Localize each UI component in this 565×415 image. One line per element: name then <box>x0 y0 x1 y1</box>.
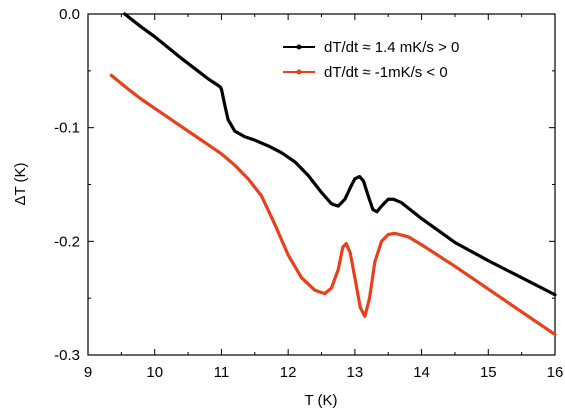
x-tick-label: 15 <box>480 364 497 381</box>
y-tick-label: -0.3 <box>54 347 80 364</box>
x-tick-label: 10 <box>146 364 163 381</box>
y-tick-label: 0.0 <box>59 6 80 23</box>
x-tick-label: 9 <box>84 364 92 381</box>
series-lines <box>109 12 557 337</box>
legend-label-2: dT/dt ≈ -1mK/s < 0 <box>324 64 448 81</box>
axis-ticks: 9 10 11 12 13 14 15 16 0.0 -0.1 -0.2 -0.3 <box>54 6 563 381</box>
y-tick-label: -0.1 <box>54 120 80 137</box>
legend: dT/dt ≈ 1.4 mK/s > 0 dT/dt ≈ -1mK/s < 0 <box>283 39 459 81</box>
x-tick-label: 11 <box>214 364 230 381</box>
legend-marker-2 <box>296 69 302 75</box>
series-line-2 <box>109 73 557 337</box>
x-tick-label: 12 <box>280 364 297 381</box>
plot-frame <box>87 13 556 356</box>
x-tick-label: 13 <box>347 364 364 381</box>
legend-label-1: dT/dt ≈ 1.4 mK/s > 0 <box>324 39 459 56</box>
x-axis-label: T (K) <box>304 392 337 409</box>
series-line-1 <box>123 12 557 297</box>
y-axis-label: ΔT (K) <box>12 162 29 205</box>
legend-marker-1 <box>296 44 302 50</box>
x-tick-label: 16 <box>547 364 564 381</box>
x-tick-label: 14 <box>413 364 430 381</box>
y-tick-label: -0.2 <box>54 233 80 250</box>
